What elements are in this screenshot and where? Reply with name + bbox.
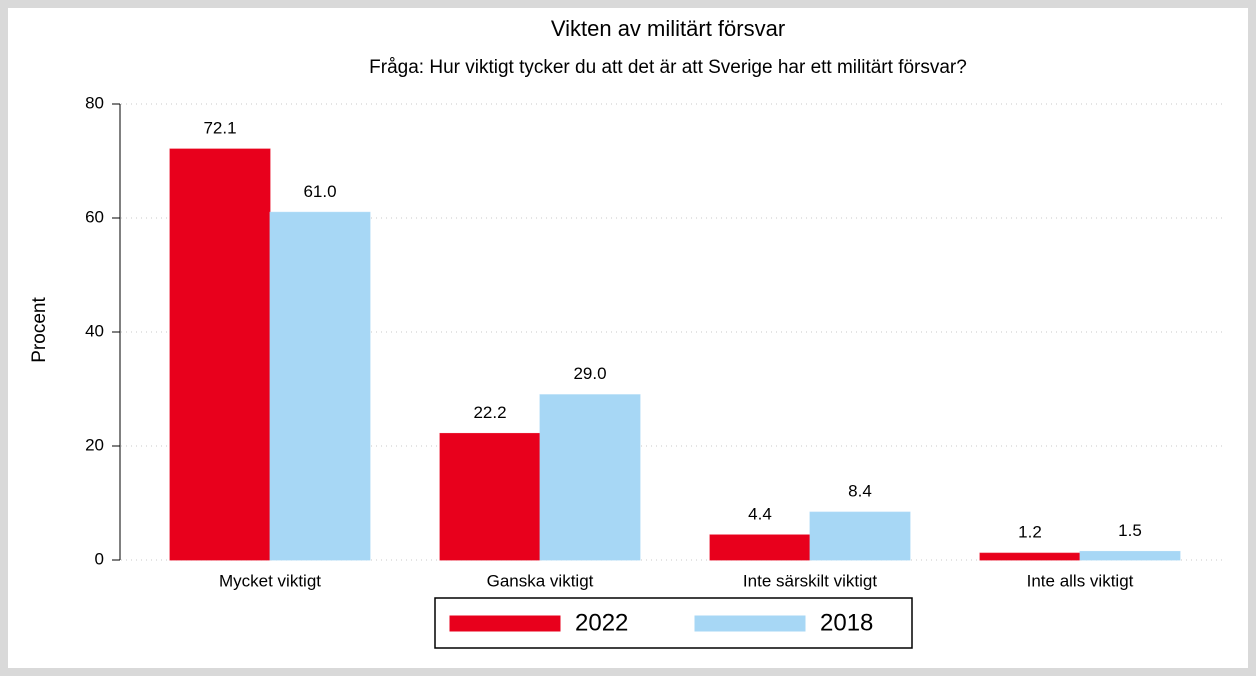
y-tick-label: 60: [85, 207, 104, 226]
value-label: 8.4: [848, 482, 872, 501]
legend-label: 2022: [575, 609, 628, 636]
legend-swatch: [694, 615, 806, 632]
value-label: 1.5: [1118, 521, 1142, 540]
y-tick-label: 40: [85, 321, 104, 340]
y-tick-label: 80: [85, 93, 104, 112]
x-tick-label: Inte särskilt viktigt: [743, 571, 877, 590]
value-label: 61.0: [303, 182, 336, 201]
value-label: 22.2: [473, 403, 506, 422]
chart-title: Vikten av militärt försvar: [551, 16, 785, 41]
legend-label: 2018: [820, 609, 873, 636]
value-label: 72.1: [203, 119, 236, 138]
bar: [809, 511, 911, 561]
x-tick-label: Ganska viktigt: [487, 571, 594, 590]
bar: [979, 552, 1081, 561]
value-label: 4.4: [748, 504, 772, 523]
chart-subtitle: Fråga: Hur viktigt tycker du att det är …: [369, 57, 967, 78]
x-tick-label: Mycket viktigt: [219, 571, 321, 590]
y-axis-label: Procent: [29, 297, 50, 363]
x-tick-label: Inte alls viktigt: [1027, 571, 1134, 590]
bar: [709, 534, 811, 561]
bar: [1079, 550, 1181, 561]
bar: [169, 148, 271, 561]
value-label: 29.0: [573, 364, 606, 383]
y-tick-label: 0: [95, 549, 104, 568]
y-tick-label: 20: [85, 435, 104, 454]
value-label: 1.2: [1018, 523, 1042, 542]
bar: [269, 211, 371, 561]
bar: [439, 432, 541, 561]
legend-swatch: [449, 615, 561, 632]
bar: [539, 394, 641, 561]
